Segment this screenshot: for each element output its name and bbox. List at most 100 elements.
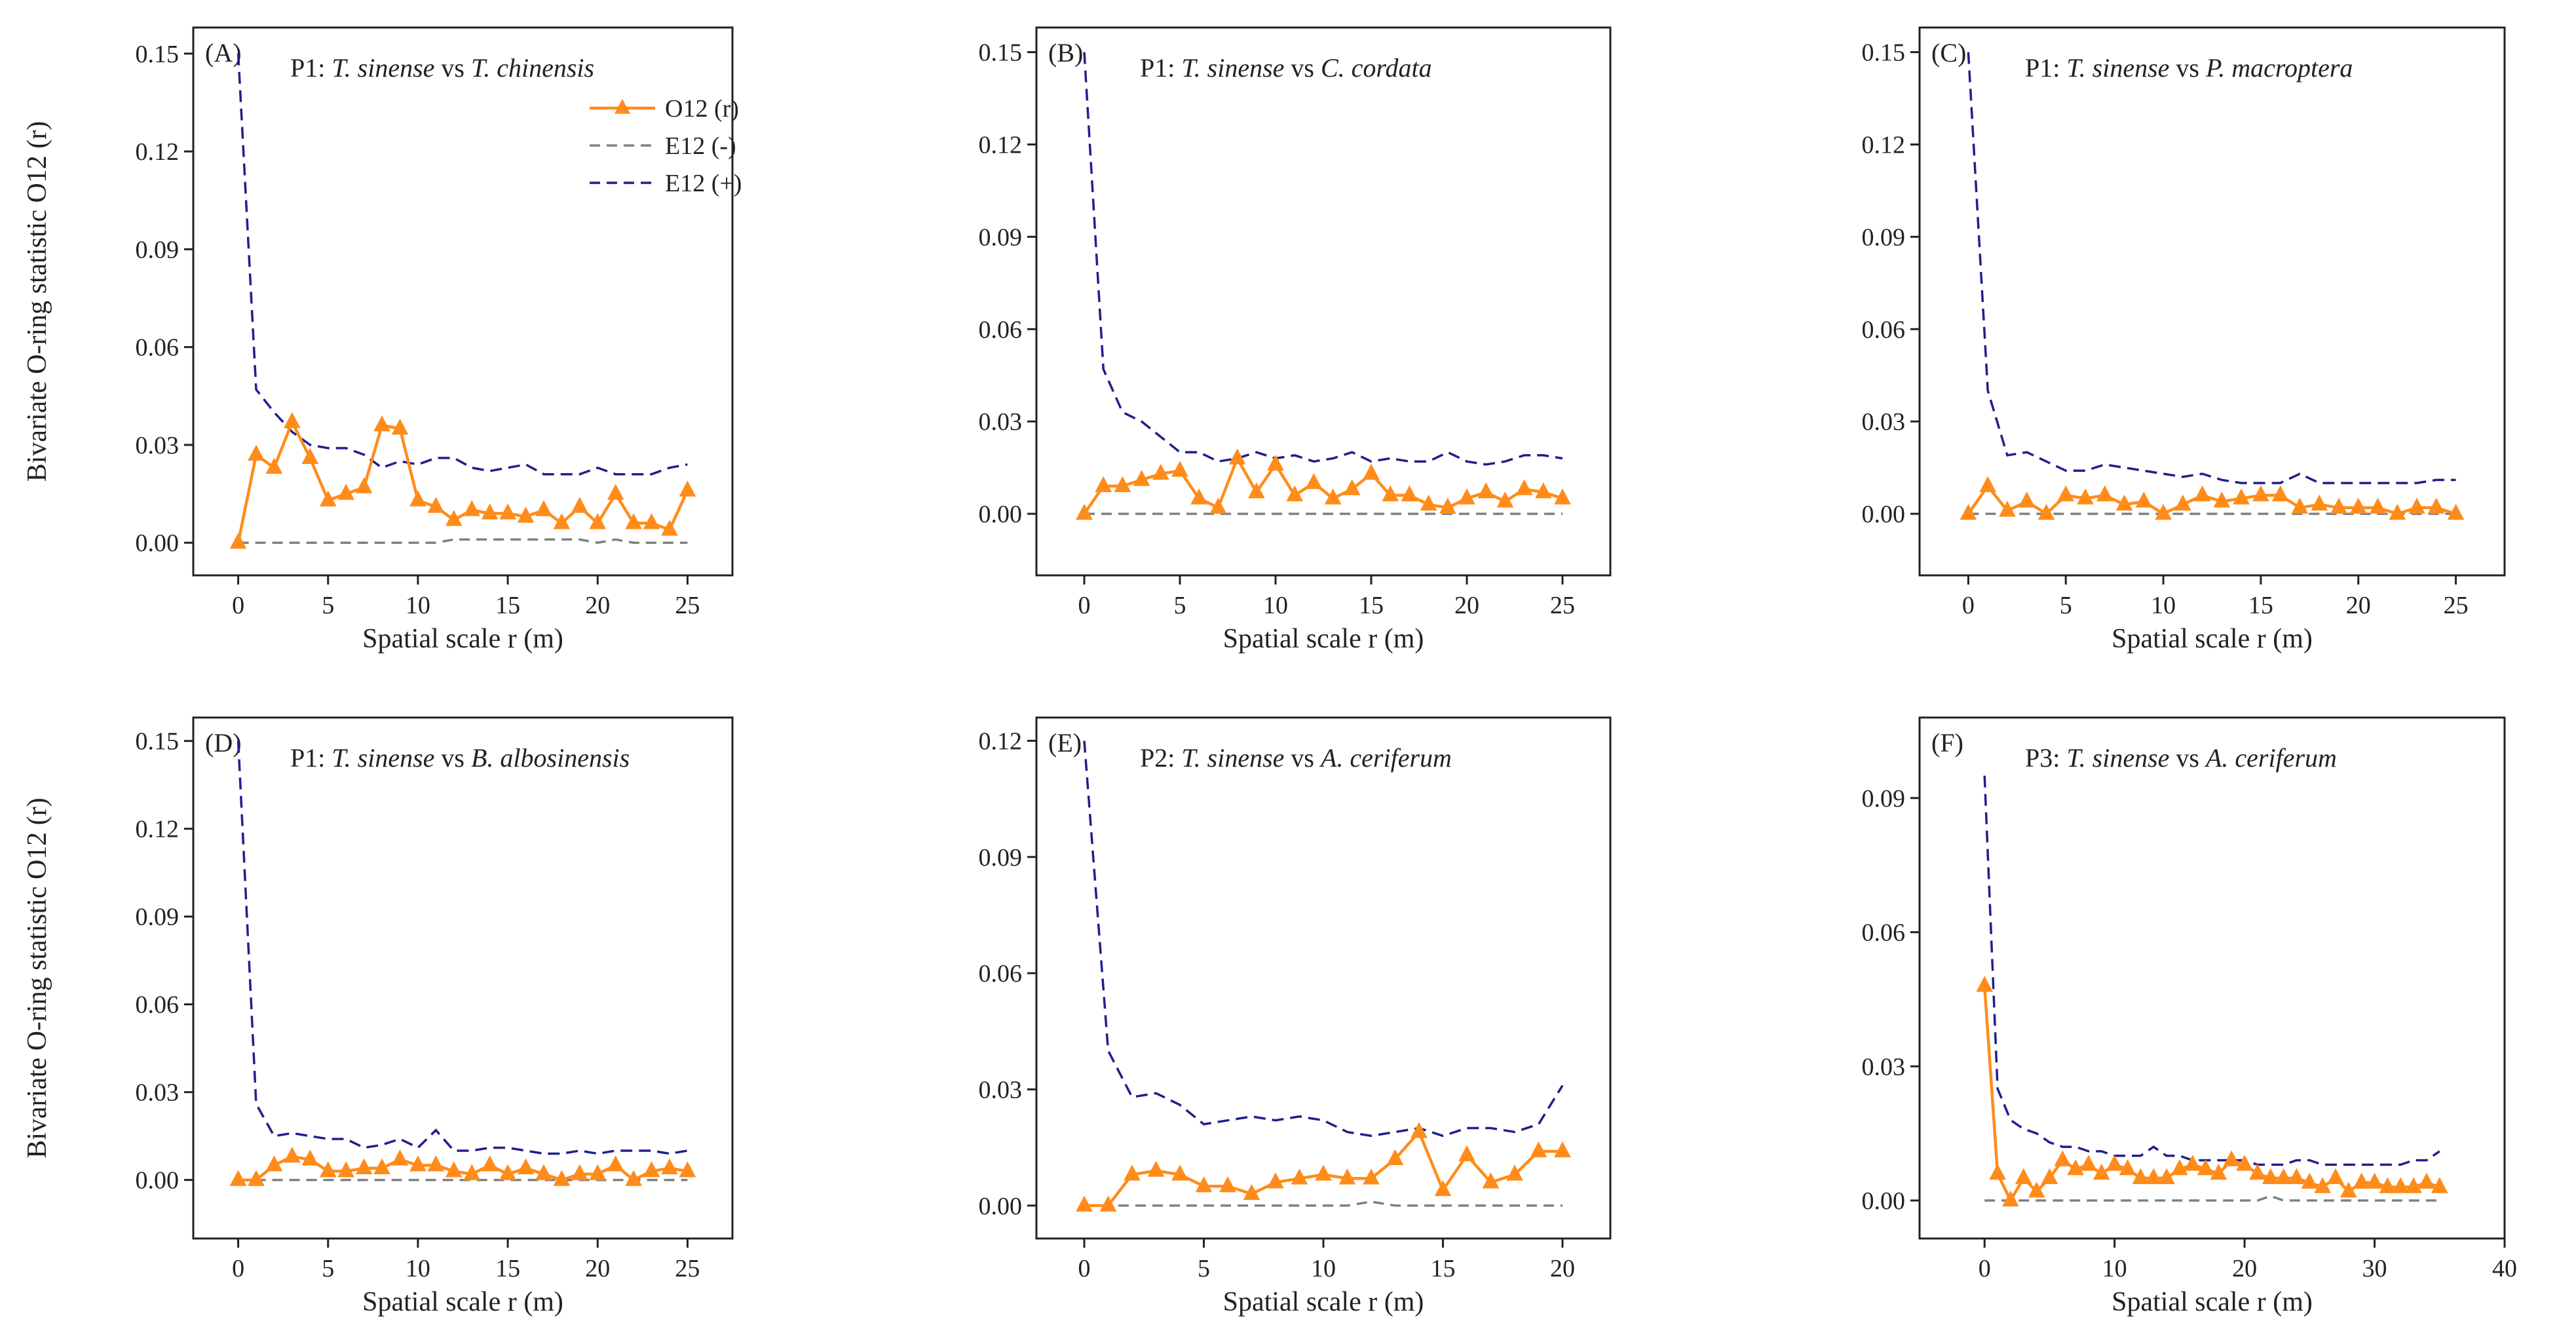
y-tick-label: 0.03 (1862, 1053, 1906, 1081)
o12-point-marker (319, 1161, 337, 1178)
x-tick-label: 10 (406, 592, 430, 619)
o12-point-marker (2369, 497, 2387, 514)
o12-point-marker (2115, 494, 2133, 511)
y-tick-label: 0.09 (979, 844, 1023, 872)
panel-title-part: B. albosinensis (471, 743, 630, 773)
series-line-e12-upper (1083, 52, 1563, 466)
x-tick-label: 25 (675, 1255, 700, 1282)
o12-point-marker (1243, 1183, 1260, 1200)
o12-point-marker (337, 1161, 355, 1178)
o12-point-marker (1095, 476, 1112, 492)
o12-point-marker (248, 444, 265, 461)
legend: O12 (r) E12 (-) E12 (+) (590, 95, 742, 197)
o12-point-marker (1515, 479, 1533, 495)
o12-point-marker (2233, 488, 2250, 505)
x-axis-title: Spatial scale r (m) (362, 624, 563, 654)
series-line-o12 (1083, 455, 1563, 515)
series-line-e12-upper (1083, 740, 1564, 1138)
o12-point-marker (2145, 1168, 2163, 1185)
panel-title-part: T. sinense (2066, 743, 2169, 773)
o12-point-marker (1152, 463, 1169, 480)
o12-point-marker (355, 477, 373, 493)
x-tick-label: 5 (1198, 1255, 1210, 1282)
x-tick-label: 20 (1454, 592, 1479, 619)
o12-point-marker (2077, 488, 2094, 505)
o12-point-marker (2018, 491, 2036, 508)
panel-title-part: P1: (2025, 53, 2066, 83)
o12-point-marker (1228, 448, 1246, 465)
o12-point-marker (2288, 1168, 2305, 1185)
y-tick-label: 0.12 (136, 816, 180, 843)
series-line-o12 (237, 418, 689, 543)
o12-point-marker (409, 1155, 426, 1172)
o12-point-marker (1286, 485, 1304, 502)
o12-point-marker (1506, 1164, 1523, 1181)
series-line-e12-upper (237, 53, 688, 476)
o12-point-marker (1382, 485, 1399, 502)
o12-point-marker (2431, 1177, 2448, 1193)
x-tick-label: 15 (495, 592, 520, 619)
y-tick-label: 0.12 (979, 131, 1023, 159)
o12-point-marker (445, 510, 463, 526)
o12-point-marker (1386, 1149, 1404, 1165)
o12-point-marker (2213, 491, 2231, 508)
plot-frame (192, 716, 734, 1240)
y-tick-label: 0.09 (136, 904, 180, 931)
chart-panel: 0 5 10 15 20 25 0.00 0.03 0.06 0.09 0.12 0.15 Spatia… (1862, 26, 2506, 654)
o12-point-marker (2155, 503, 2172, 520)
x-axis-title: Spatial scale r (m) (2112, 1287, 2313, 1317)
y-tick-label: 0.00 (979, 1193, 1023, 1220)
o12-point-marker (2096, 485, 2113, 502)
panel-title-part: vs (434, 743, 471, 773)
panel-title-part: C. cordata (1321, 53, 1432, 83)
panel-title: P3: T. sinense vs A. ceriferum (2025, 743, 2337, 773)
o12-point-marker (1124, 1164, 1141, 1181)
panel-title-part: A. ceriferum (1319, 743, 1452, 773)
y-tick-label: 0.06 (979, 316, 1023, 343)
panel-title-part: vs (2169, 53, 2206, 83)
o12-point-marker (1247, 482, 1265, 499)
y-tick-label: 0.06 (979, 960, 1023, 988)
o12-point-marker (2057, 485, 2075, 502)
y-axis-title: Bivariate O-ring statistic O12 (r) (22, 121, 52, 482)
o12-point-marker (2427, 497, 2445, 514)
x-tick-label: 20 (2346, 592, 2371, 619)
o12-point-marker (2080, 1155, 2097, 1171)
y-tick-label: 0.00 (136, 529, 180, 557)
plot-frame (1035, 26, 1612, 577)
x-tick-label: 5 (322, 592, 334, 619)
o12-point-marker (1076, 503, 1093, 520)
chart-panel: 0 5 10 15 20 25 0.00 0.03 0.06 0.09 0.12 0.15 Spatia… (979, 26, 1612, 654)
y-tick-label: 0.15 (979, 39, 1023, 67)
o12-point-marker (1363, 1168, 1380, 1185)
o12-point-marker (1190, 488, 1208, 505)
o12-point-marker (2193, 485, 2211, 502)
legend-label: O12 (r) (665, 95, 739, 123)
panel-title: P1: T. sinense vs C. cordata (1140, 53, 1432, 83)
y-tick-label: 0.00 (1862, 1187, 1906, 1215)
o12-point-marker (2314, 1177, 2332, 1193)
y-tick-label: 0.06 (136, 991, 180, 1019)
o12-point-marker (427, 1155, 445, 1172)
panel-title-part: T. sinense (331, 743, 434, 773)
o12-point-marker (2015, 1168, 2032, 1185)
y-tick-label: 0.09 (1862, 785, 1906, 813)
panel-title-part: vs (434, 53, 471, 83)
o12-point-marker (1147, 1161, 1165, 1177)
o12-point-marker (571, 497, 588, 513)
y-tick-label: 0.15 (136, 728, 180, 756)
x-axis-title: Spatial scale r (m) (1223, 1287, 1424, 1317)
o12-point-marker (2418, 1172, 2435, 1189)
o12-point-marker (2408, 497, 2425, 514)
o12-point-marker (2041, 1168, 2058, 1185)
x-tick-label: 10 (2151, 592, 2176, 619)
panel-title-part: P1: (1140, 53, 1181, 83)
o12-point-marker (553, 513, 571, 529)
y-tick-label: 0.15 (1862, 39, 1906, 67)
o12-point-marker (2093, 1163, 2110, 1180)
x-tick-label: 15 (2248, 592, 2273, 619)
plot-frame (1918, 716, 2506, 1240)
y-tick-label: 0.15 (136, 41, 180, 68)
o12-point-marker (2366, 1172, 2383, 1189)
o12-point-marker (535, 500, 552, 516)
